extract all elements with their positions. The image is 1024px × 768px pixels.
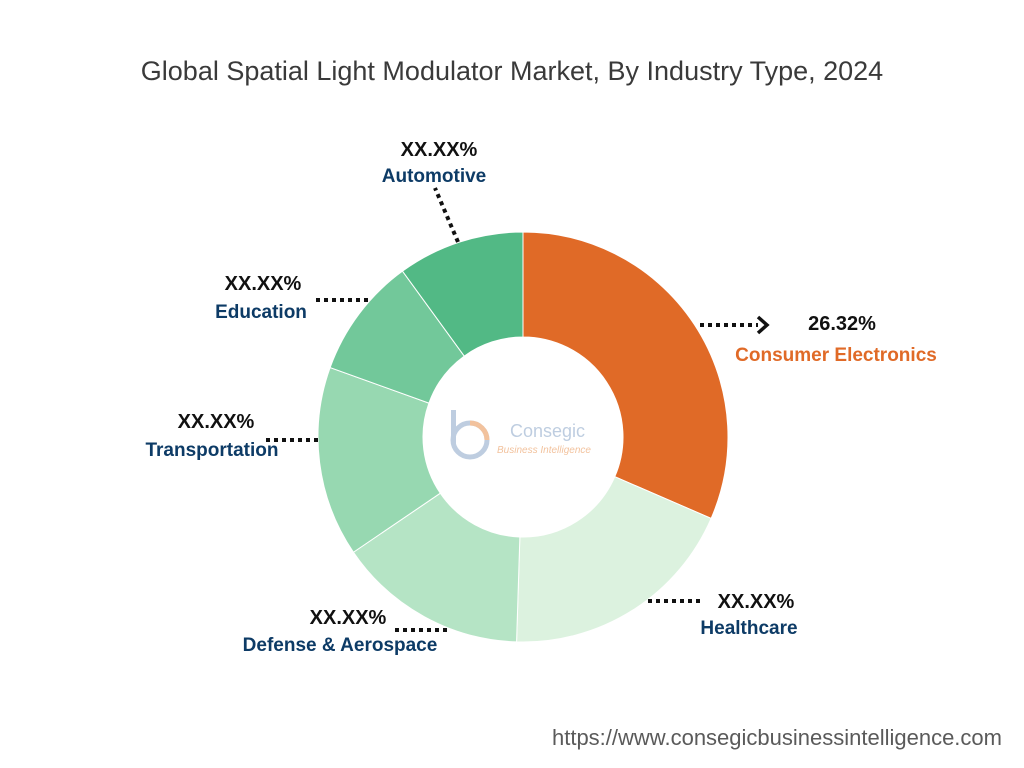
value-label-defense-and-aerospace: XX.XX%	[310, 607, 387, 629]
logo-tagline: Business Intelligence	[497, 445, 591, 456]
slice-healthcare	[516, 476, 712, 643]
value-label-automotive: XX.XX%	[401, 139, 478, 161]
arrow-icon	[756, 315, 770, 335]
logo-name: Consegic	[510, 421, 585, 441]
slice-labels: 26.32% Consumer Electronics XX.XX% Healthca…	[145, 139, 936, 656]
value-label-transportation: XX.XX%	[178, 411, 255, 433]
category-label-defense-and-aerospace: Defense & Aerospace	[243, 635, 438, 656]
category-label-consumer-electronics: Consumer Electronics	[735, 345, 937, 366]
category-label-education: Education	[215, 302, 307, 323]
value-label-healthcare: XX.XX%	[718, 591, 795, 613]
category-label-healthcare: Healthcare	[700, 618, 797, 639]
slice-transportation	[317, 366, 441, 553]
value-label-education: XX.XX%	[225, 273, 302, 295]
category-label-transportation: Transportation	[145, 440, 278, 461]
leader-automotive	[433, 187, 460, 243]
leader-lines	[265, 187, 770, 632]
slice-consumer-electronics	[522, 231, 729, 520]
consegic-logo: Consegic Business Intelligence	[450, 410, 591, 460]
value-label-consumer-electronics: 26.32%	[808, 313, 876, 335]
slice-defense-and-aerospace	[352, 492, 521, 643]
chart-title: Global Spatial Light Modulator Market, B…	[140, 56, 884, 86]
slice-automotive	[401, 231, 524, 357]
category-label-automotive: Automotive	[382, 166, 487, 187]
logo-mark-icon	[450, 410, 490, 460]
donut-slices	[317, 231, 729, 643]
source-url: https://www.consegicbusinessintelligence…	[551, 725, 1002, 750]
